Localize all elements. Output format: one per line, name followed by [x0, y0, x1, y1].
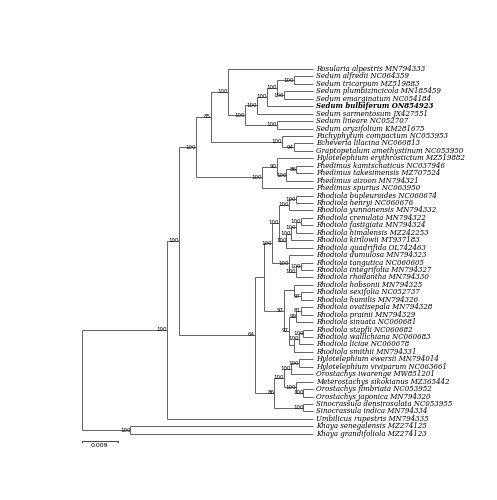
- Text: Rhodiola humilis MN794326: Rhodiola humilis MN794326: [316, 296, 418, 304]
- Text: Rhodiola bupleuroides NC060674: Rhodiola bupleuroides NC060674: [316, 192, 436, 200]
- Text: 100: 100: [293, 390, 304, 396]
- Text: 100: 100: [286, 270, 296, 274]
- Text: 100: 100: [247, 102, 257, 108]
- Text: 100: 100: [273, 92, 284, 98]
- Text: Rhodiola integrifolia MN794327: Rhodiola integrifolia MN794327: [316, 266, 431, 274]
- Text: 100: 100: [286, 224, 296, 230]
- Text: 86: 86: [267, 390, 274, 396]
- Text: Sedum lineare NC052707: Sedum lineare NC052707: [316, 117, 408, 125]
- Text: Rhodiola sexifolia NC052737: Rhodiola sexifolia NC052737: [316, 288, 419, 296]
- Text: Rhodiola henryi NC060676: Rhodiola henryi NC060676: [316, 199, 413, 207]
- Text: Meterostachys sikokianus MZ365442: Meterostachys sikokianus MZ365442: [316, 378, 449, 386]
- Text: 100: 100: [186, 144, 196, 150]
- Text: 100: 100: [266, 122, 277, 128]
- Text: Hylotelephium ewersii MN794014: Hylotelephium ewersii MN794014: [316, 356, 438, 364]
- Text: 97: 97: [277, 308, 284, 313]
- Text: 100: 100: [261, 240, 272, 246]
- Text: Sedum oryzifolium KM281675: Sedum oryzifolium KM281675: [316, 124, 424, 132]
- Text: 100: 100: [120, 428, 130, 432]
- Text: 100: 100: [286, 385, 296, 390]
- Text: Echeveria lilacina NC060813: Echeveria lilacina NC060813: [316, 140, 420, 147]
- Text: 64: 64: [248, 332, 254, 338]
- Text: Khaya grandifoliola MZ274123: Khaya grandifoliola MZ274123: [316, 430, 426, 438]
- Text: 97: 97: [294, 294, 301, 298]
- Text: Sedum plumbizincicola MN185459: Sedum plumbizincicola MN185459: [316, 88, 441, 96]
- Text: Sedum tricarpum MZ519883: Sedum tricarpum MZ519883: [316, 80, 419, 88]
- Text: 100: 100: [288, 336, 299, 342]
- Text: Rhodiola tangutica NC060605: Rhodiola tangutica NC060605: [316, 258, 423, 266]
- Text: Khaya senegalensis MZ274125: Khaya senegalensis MZ274125: [316, 422, 426, 430]
- Text: Rhodiola kirilowii MT937183: Rhodiola kirilowii MT937183: [316, 236, 419, 244]
- Text: 100: 100: [278, 202, 289, 207]
- Text: 100: 100: [291, 219, 301, 224]
- Text: 99: 99: [289, 314, 296, 319]
- Text: Phedimus spurius NC063950: Phedimus spurius NC063950: [316, 184, 420, 192]
- Text: Rhodiola quadrifida OL742463: Rhodiola quadrifida OL742463: [316, 244, 425, 252]
- Text: 100: 100: [293, 406, 304, 410]
- Text: Rhodiola hobsonii MN794325: Rhodiola hobsonii MN794325: [316, 281, 422, 289]
- Text: 100: 100: [293, 331, 304, 336]
- Text: Phedimus kamtschaticus NC037946: Phedimus kamtschaticus NC037946: [316, 162, 445, 170]
- Text: Rhodiola fastigiata MN794324: Rhodiola fastigiata MN794324: [316, 222, 425, 230]
- Text: 90: 90: [270, 164, 277, 169]
- Text: Sedum emarginatum NC054184: Sedum emarginatum NC054184: [316, 94, 431, 102]
- Text: Rhodiola ovatisepala MN794328: Rhodiola ovatisepala MN794328: [316, 303, 432, 311]
- Text: Rhodiola smithii MN794331: Rhodiola smithii MN794331: [316, 348, 416, 356]
- Text: Sedum sarmentosum JX427551: Sedum sarmentosum JX427551: [316, 110, 427, 118]
- Text: Rhodiola himalensis MZ242253: Rhodiola himalensis MZ242253: [316, 229, 428, 237]
- Text: Phedimus takesimensis MZ707524: Phedimus takesimensis MZ707524: [316, 169, 440, 177]
- Text: Rhodiola prainii MN794329: Rhodiola prainii MN794329: [316, 310, 415, 318]
- Text: 100: 100: [235, 112, 245, 117]
- Text: 100: 100: [278, 261, 289, 266]
- Text: 94: 94: [287, 144, 294, 150]
- Text: 100: 100: [217, 90, 228, 94]
- Text: Sedum bulbiferum ON854923: Sedum bulbiferum ON854923: [316, 102, 433, 110]
- Text: 86: 86: [289, 167, 296, 172]
- Text: Sinocrassula densirosulata NC053955: Sinocrassula densirosulata NC053955: [316, 400, 452, 408]
- Text: 100: 100: [268, 220, 279, 226]
- Text: 100: 100: [281, 231, 291, 236]
- Text: 100: 100: [273, 376, 284, 380]
- Text: Rhodiola liciae NC060678: Rhodiola liciae NC060678: [316, 340, 409, 348]
- Text: Orostachys japonica MN794320: Orostachys japonica MN794320: [316, 392, 430, 400]
- Text: 100: 100: [251, 175, 262, 180]
- Text: 100: 100: [276, 238, 286, 243]
- Text: Sinocrassula indica MN794334: Sinocrassula indica MN794334: [316, 408, 427, 416]
- Text: Rhodiola yunnanensis MN794332: Rhodiola yunnanensis MN794332: [316, 206, 436, 214]
- Text: Rhodiola stapfii NC060682: Rhodiola stapfii NC060682: [316, 326, 413, 334]
- Text: 100: 100: [291, 264, 301, 269]
- Text: Rhodiola rhodantha MN794330: Rhodiola rhodantha MN794330: [316, 274, 428, 281]
- Text: Rosularia alpestris MN794333: Rosularia alpestris MN794333: [316, 65, 425, 73]
- Text: 100: 100: [283, 78, 294, 82]
- Text: 100: 100: [288, 360, 299, 366]
- Text: Graptopetalum amethystinum NC053950: Graptopetalum amethystinum NC053950: [316, 147, 463, 155]
- Text: Pachyphytum compactum NC053953: Pachyphytum compactum NC053953: [316, 132, 448, 140]
- Text: Rhodiola wallichiana NC060683: Rhodiola wallichiana NC060683: [316, 333, 430, 341]
- Text: Rhodiola dumulosa MN794323: Rhodiola dumulosa MN794323: [316, 251, 426, 259]
- Text: Rhodiola crenulata MN794322: Rhodiola crenulata MN794322: [316, 214, 425, 222]
- Text: 97: 97: [282, 328, 289, 334]
- Text: 0.009: 0.009: [91, 443, 109, 448]
- Text: 100: 100: [271, 139, 281, 144]
- Text: 100: 100: [266, 85, 277, 90]
- Text: 100: 100: [286, 197, 296, 202]
- Text: Sedum alfredii NC064359: Sedum alfredii NC064359: [316, 72, 409, 80]
- Text: 100: 100: [276, 172, 286, 178]
- Text: Hylotelephium viviparum NC063661: Hylotelephium viviparum NC063661: [316, 363, 447, 371]
- Text: Hylotelephium erythrostictum MZ519882: Hylotelephium erythrostictum MZ519882: [316, 154, 465, 162]
- Text: Umbilicus rupestris MN794335: Umbilicus rupestris MN794335: [316, 415, 428, 423]
- Text: 100: 100: [256, 94, 267, 100]
- Text: 100: 100: [157, 328, 167, 332]
- Text: 81: 81: [294, 308, 301, 314]
- Text: 100: 100: [281, 366, 291, 371]
- Text: Phedimus aizoon MN794321: Phedimus aizoon MN794321: [316, 176, 418, 184]
- Text: Orostachys iwarenge MW851201: Orostachys iwarenge MW851201: [316, 370, 434, 378]
- Text: 100: 100: [168, 238, 179, 244]
- Text: Rhodiola sinuata NC060681: Rhodiola sinuata NC060681: [316, 318, 416, 326]
- Text: 85: 85: [204, 114, 211, 119]
- Text: Orostachys fimbriata NC053952: Orostachys fimbriata NC053952: [316, 385, 431, 393]
